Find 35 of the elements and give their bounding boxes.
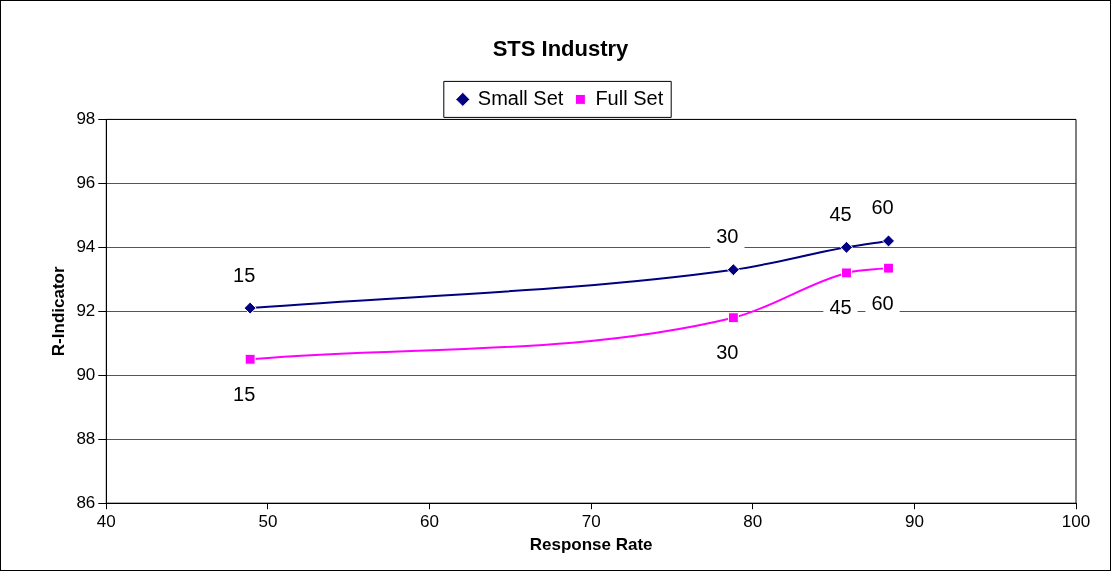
annotation: 45 bbox=[829, 296, 852, 319]
annotation: 60 bbox=[871, 291, 894, 314]
point bbox=[841, 267, 852, 279]
x-axis-title: Response Rate bbox=[529, 535, 653, 555]
y-tick-label: 96 bbox=[76, 173, 96, 193]
point bbox=[727, 312, 739, 324]
x-tick-label: 90 bbox=[904, 512, 924, 532]
annotation: 60 bbox=[871, 196, 894, 219]
point bbox=[840, 240, 854, 254]
y-tick-label: 92 bbox=[76, 300, 96, 320]
point bbox=[243, 301, 257, 315]
annotation: 30 bbox=[716, 225, 739, 248]
legend-label: Full Set bbox=[595, 86, 664, 109]
y-tick-label: 88 bbox=[76, 428, 96, 448]
x-tick-label: 50 bbox=[258, 512, 278, 532]
y-axis-title: R-Indicator bbox=[48, 266, 68, 357]
annotation: 15 bbox=[233, 263, 256, 286]
y-tick-label: 98 bbox=[76, 109, 96, 129]
x-tick-label: 70 bbox=[581, 512, 601, 532]
point bbox=[726, 263, 740, 277]
point bbox=[882, 234, 896, 248]
x-tick-label: 60 bbox=[420, 512, 439, 532]
point bbox=[883, 262, 894, 274]
x-tick-label: 40 bbox=[96, 512, 116, 532]
y-tick-label: 94 bbox=[76, 237, 96, 257]
annotation: 45 bbox=[829, 202, 852, 225]
legend-label: Small Set bbox=[477, 86, 564, 109]
x-tick-label: 80 bbox=[743, 512, 763, 532]
chart-title: STS Industry bbox=[492, 36, 630, 62]
y-tick-label: 90 bbox=[76, 364, 96, 384]
point bbox=[244, 353, 256, 365]
y-tick-label: 86 bbox=[76, 492, 96, 512]
annotation: 30 bbox=[716, 341, 739, 364]
x-tick-label: 100 bbox=[1061, 512, 1091, 532]
annotation: 15 bbox=[233, 382, 256, 405]
